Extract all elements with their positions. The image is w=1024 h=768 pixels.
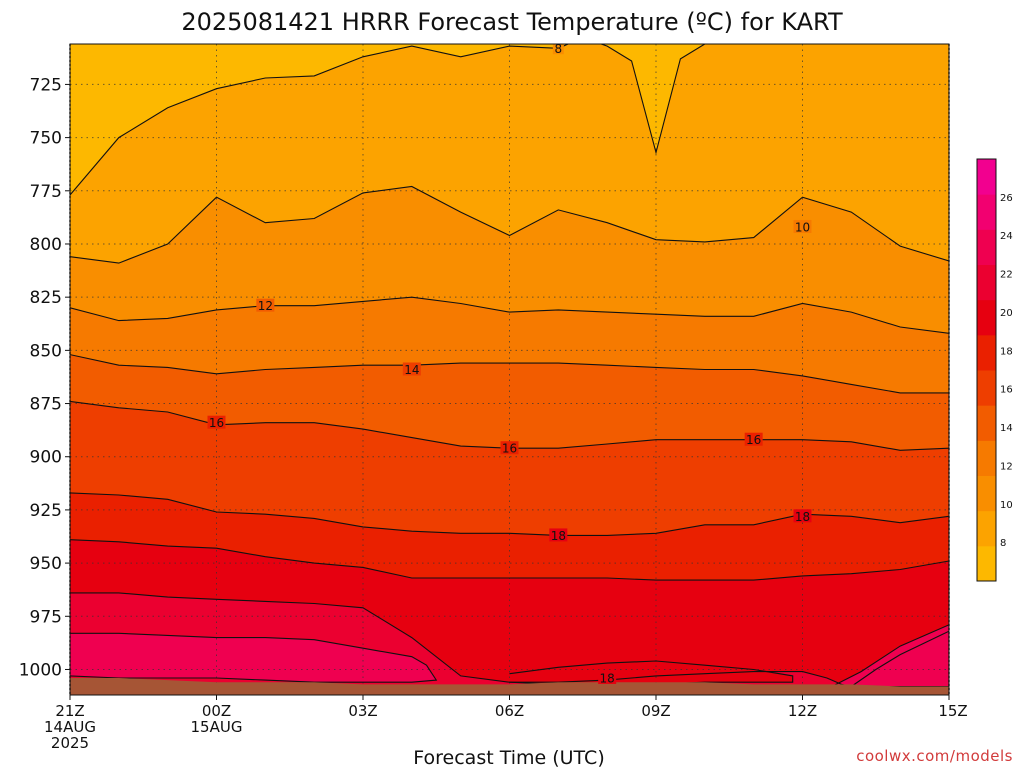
colorbar-segment <box>977 334 996 371</box>
credit-link[interactable]: coolwx.com/models <box>856 747 1013 765</box>
y-tick-label: 875 <box>30 395 62 415</box>
x-tick-label: 06Z <box>495 702 524 720</box>
y-tick-label: 750 <box>30 129 62 149</box>
x-tick-label: 2025 <box>51 734 89 752</box>
colorbar-tick-label: 20 <box>1000 308 1013 319</box>
isotherm-12 <box>70 296 949 334</box>
contour-label: 16 <box>502 442 517 456</box>
contour-label: 8 <box>555 42 563 56</box>
contour-label-bg <box>256 298 275 312</box>
plot-area: 8 10 12 14 16 16 16 18 18 18 <box>70 42 949 695</box>
contour-label: 18 <box>600 671 615 685</box>
contour-label-bg <box>500 441 519 455</box>
colorbar-segment <box>977 545 996 582</box>
colorbar-tick-label: 24 <box>1000 231 1013 242</box>
colorbar-tick-label: 22 <box>1000 270 1013 281</box>
contour-label-bg <box>402 362 421 376</box>
contour-label: 14 <box>404 363 419 377</box>
colorbar: 8 10 12 14 16 18 20 22 24 26 <box>976 158 1013 582</box>
x-tick-label: 15Z <box>938 702 967 720</box>
ground-surface <box>70 678 949 695</box>
colorbar-tick-label: 18 <box>1000 346 1013 357</box>
x-tick-label: 15AUG <box>191 718 243 736</box>
colorbar-segment <box>977 299 996 336</box>
contour-labels: 8 10 12 14 16 16 16 18 18 18 <box>207 42 812 685</box>
colorbar-tick-label: 16 <box>1000 385 1013 396</box>
y-tick-label: 900 <box>30 448 62 468</box>
y-tick-label: 725 <box>30 75 62 95</box>
isotherm-8 <box>70 44 949 196</box>
x-tick-label: 03Z <box>348 702 377 720</box>
colorbar-tick-label: 14 <box>1000 423 1013 434</box>
contour-label-bg <box>598 670 617 684</box>
contour-label-bg <box>549 528 568 542</box>
colorbar-segment <box>977 229 996 265</box>
x-axis-label: Forecast Time (UTC) <box>413 747 604 768</box>
x-tick-label: 12Z <box>788 702 817 720</box>
x-tick-label: 21Z <box>55 702 84 720</box>
colorbar-segment <box>977 194 996 230</box>
colorbar-segment <box>977 510 996 547</box>
temperature-fill-bands <box>70 44 949 695</box>
y-tick-label: 800 <box>30 235 62 255</box>
colorbar-segment <box>977 159 996 195</box>
colorbar-frame <box>976 158 997 582</box>
x-tick-label: 09Z <box>641 702 670 720</box>
x-tick-label: 14AUG <box>44 718 96 736</box>
isotherm-14 <box>70 354 949 394</box>
y-tick-label: 925 <box>30 501 62 521</box>
colorbar-segment <box>977 440 996 476</box>
contour-label: 12 <box>258 299 273 313</box>
colorbar-segment <box>977 405 996 441</box>
contour-label-bg <box>793 509 812 523</box>
contour-label: 10 <box>795 220 810 234</box>
ground-terrain <box>70 678 949 695</box>
isotherm-20 <box>70 539 949 581</box>
contour-label: 18 <box>795 510 810 524</box>
contour-label-bg <box>552 44 564 55</box>
colorbar-segment <box>977 475 996 512</box>
contour-label: 16 <box>209 416 224 430</box>
gridlines <box>70 44 949 695</box>
contour-label: 16 <box>746 433 761 447</box>
y-tick-label: 825 <box>30 288 62 308</box>
colorbar-tick-label: 8 <box>1000 538 1006 549</box>
isotherm-10 <box>70 185 949 264</box>
colorbar-tick-label: 10 <box>1000 500 1013 511</box>
colorbar-segment <box>977 370 996 406</box>
temperature-pocket-24-1 <box>831 624 949 687</box>
y-tick-label: 850 <box>30 341 62 361</box>
contour-label-bg <box>744 432 763 446</box>
colorbar-tick-label: 26 <box>1000 193 1013 204</box>
colorbar-segment <box>977 264 996 301</box>
colorbar-tick-label: 12 <box>1000 461 1013 472</box>
contour-label-bg <box>793 219 812 233</box>
contour-label: 18 <box>551 529 566 543</box>
y-tick-label: 1000 <box>19 660 62 680</box>
chart-title: 2025081421 HRRR Forecast Temperature (ºC… <box>181 8 843 36</box>
y-axis: 725 750 775 800 825 850 875 900 925 950 975 1000 <box>19 75 70 680</box>
contour-label-bg <box>207 415 226 429</box>
x-tick-label: 00Z <box>202 702 231 720</box>
y-tick-label: 775 <box>30 182 62 202</box>
y-tick-label: 975 <box>30 607 62 627</box>
y-tick-label: 950 <box>30 554 62 574</box>
isotherm-closed-24-0 <box>70 632 438 683</box>
